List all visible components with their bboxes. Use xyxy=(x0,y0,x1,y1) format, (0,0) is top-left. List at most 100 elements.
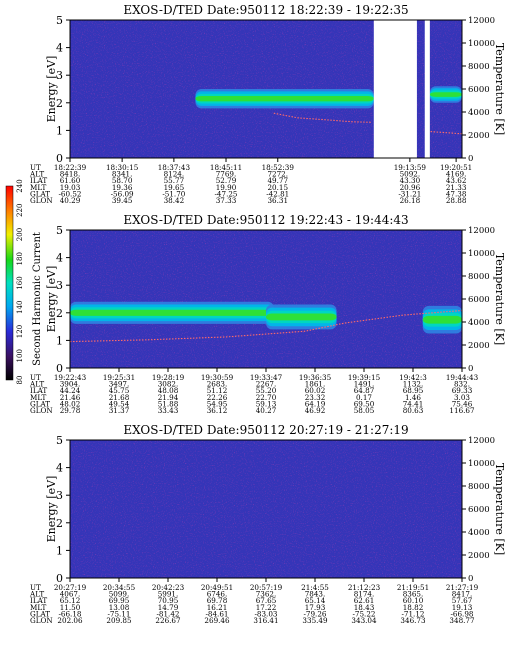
panel-1-ytick-right-label-6: 12000 xyxy=(468,16,495,26)
panel-2-cell-8-5: 116.67 xyxy=(449,406,475,415)
panel-3-ytick-label-5: 5 xyxy=(56,434,63,447)
panel-3-row-label-ut: UT xyxy=(30,583,41,592)
panel-2-ytick-right-label-4: 8000 xyxy=(468,272,490,282)
panel-2-ytick-label-3: 3 xyxy=(56,279,63,292)
panel-2-row-label-glat: GLAT xyxy=(30,399,50,408)
panel-2-cell-8-4: 75.46 xyxy=(452,399,473,408)
panel-2-temperature-trace xyxy=(69,309,463,343)
panel-3-cell-4-5: 316.41 xyxy=(253,616,278,625)
panel-1-cell-2-0: 18:37:43 xyxy=(158,163,191,172)
panel-1-title: EXOS-D/TED Date:950112 18:22:39 - 19:22:… xyxy=(123,3,408,17)
panel-3-cell-7-0: 21:19:51 xyxy=(397,583,429,592)
panel-1-cell-2-1: 8124. xyxy=(164,170,185,179)
panel-2-cell-6-3: 0.17 xyxy=(356,393,372,402)
panel-2-cell-4-5: 40.27 xyxy=(256,406,277,415)
panel-3-cell-2-1: 5991. xyxy=(158,590,179,599)
panel-3-ytick-label-4: 4 xyxy=(56,462,63,475)
panel-1-cell-0-2: 61.60 xyxy=(60,176,81,185)
panel-3-cell-7-2: 60.10 xyxy=(403,596,424,605)
panel-2-ytick-label-2: 2 xyxy=(56,307,63,320)
panel-2-ylabel: Energy [eV] xyxy=(45,266,58,333)
panel-1-cell-6-2: 43.62 xyxy=(446,176,467,185)
panel-2-ytick-label-4: 4 xyxy=(56,252,63,265)
panel-1-band-1-layer-4 xyxy=(195,95,374,102)
panel-2-cell-1-0: 19:25:31 xyxy=(103,373,135,382)
panel-2-cell-3-2: 51.12 xyxy=(207,386,228,395)
panel-2-cell-0-5: 29.78 xyxy=(60,406,81,415)
panel-1-cell-3-5: 37.33 xyxy=(216,196,237,205)
panel-2-ytick-right-label-5: 10000 xyxy=(468,249,495,259)
panel-1-cell-2-2: 55.77 xyxy=(164,176,185,185)
panel-2-cell-1-4: 49.54 xyxy=(109,399,130,408)
panel-2-title: EXOS-D/TED Date:950112 19:22:43 - 19:44:… xyxy=(123,213,408,227)
panel-3-cell-7-3: 18.82 xyxy=(403,603,424,612)
panel-3-cell-1-5: 209.85 xyxy=(106,616,132,625)
panel-3-ytick-right-label-1: 2000 xyxy=(468,551,490,561)
colorbar-tick-label-0: 80 xyxy=(16,376,24,385)
panel-3-row-label-mlt: MLT xyxy=(30,603,47,612)
panel-2-cell-6-4: 69.50 xyxy=(354,399,375,408)
panel-3-cell-3-2: 69.78 xyxy=(207,596,228,605)
panel-3-cell-2-3: 14.79 xyxy=(158,603,179,612)
panel-3-cell-4-2: 67.65 xyxy=(256,596,277,605)
panel-1-ytick-label-5: 5 xyxy=(56,14,63,27)
panel-2-cell-6-5: 58.05 xyxy=(354,406,375,415)
panel-1-cell-5-3: 20.96 xyxy=(400,183,421,192)
panel-1-cell-5-5: 26.18 xyxy=(400,196,421,205)
panel-1-cell-4-1: 7272. xyxy=(267,170,288,179)
panel-3-row-label-ilat: ILAT xyxy=(30,596,47,605)
panel-3-cell-8-3: 19.13 xyxy=(452,603,473,612)
panel-3-cell-1-3: 13.08 xyxy=(109,603,130,612)
panel-1-cell-5-2: 43.30 xyxy=(400,176,421,185)
panel-2-cell-8-3: 3.03 xyxy=(454,393,470,402)
panel-1-cell-1-1: 8341. xyxy=(112,170,133,179)
panel-2-cell-5-0: 19:36:35 xyxy=(299,373,332,382)
panel-2-cell-2-1: 3082. xyxy=(158,380,179,389)
panel-1-band-2-layer-4 xyxy=(429,92,462,97)
panel-3-cell-0-1: 4067. xyxy=(60,590,81,599)
panel-1-cell-0-1: 8418. xyxy=(60,170,81,179)
panel-1-ytick-right-label-2: 4000 xyxy=(468,108,490,118)
panel-2-cell-7-5: 80.63 xyxy=(403,406,424,415)
panel-3-cell-1-4: -75.11 xyxy=(107,609,130,618)
panel-3-ytick-right-label-5: 10000 xyxy=(468,459,495,469)
panel-1-ytick-right-label-3: 6000 xyxy=(468,85,490,95)
panel-1-cell-3-2: 52.79 xyxy=(216,176,237,185)
panel-3-ytick-right-label-3: 6000 xyxy=(468,505,490,515)
panel-1-cell-6-0: 19:20:51 xyxy=(440,163,472,172)
panel-2-cell-7-2: 68.95 xyxy=(403,386,424,395)
panel-1-cell-6-5: 28.88 xyxy=(446,196,467,205)
panel-2-cell-4-3: 22.70 xyxy=(256,393,277,402)
panel-2-cell-1-1: 3497. xyxy=(109,380,130,389)
panel-3-cell-5-3: 17.93 xyxy=(305,603,326,612)
panel-3-cell-5-0: 21:4:55 xyxy=(301,583,329,592)
panel-1-cell-2-3: 19.65 xyxy=(164,183,185,192)
colorbar-tick-label-2: 120 xyxy=(16,325,24,338)
panel-3-cell-8-4: -66.98 xyxy=(450,609,473,618)
panel-2-ytick-label-1: 1 xyxy=(56,334,63,347)
panel-3-cell-5-5: 335.49 xyxy=(302,616,328,625)
panel-1-row-label-ut: UT xyxy=(30,163,41,172)
panel-1-ytick-label-2: 2 xyxy=(56,97,63,110)
panel-1-ytick-label-4: 4 xyxy=(56,42,63,55)
panel-1-cell-3-4: -47.25 xyxy=(215,189,238,198)
panel-2-cell-6-1: 1491. xyxy=(354,380,375,389)
panel-3-cell-0-4: -66.18 xyxy=(58,609,81,618)
panel-2-cell-1-3: 21.68 xyxy=(109,393,130,402)
panel-3-cell-0-2: 65.12 xyxy=(60,596,81,605)
panel-1-ytick-right-label-0: 0 xyxy=(468,154,473,164)
panel-3-noise xyxy=(70,440,462,578)
panel-1-cell-5-1: 5092. xyxy=(400,170,421,179)
colorbar xyxy=(5,185,14,381)
panel-3-cell-3-3: 16.21 xyxy=(207,603,228,612)
panel-1-row-label-ilat: ILAT xyxy=(30,176,47,185)
panel-3-row-label-alt: ALT xyxy=(29,590,44,599)
panel-3-ytick-label-1: 1 xyxy=(56,544,63,557)
panel-3-cell-4-4: -83.03 xyxy=(254,609,277,618)
panel-3-ytick-right-label-6: 12000 xyxy=(468,436,495,446)
panel-3-row-label-glat: GLAT xyxy=(30,609,50,618)
panel-3-cell-3-1: 6746. xyxy=(207,590,228,599)
panel-1-ytick-label-0: 0 xyxy=(56,152,63,165)
panel-2-cell-2-4: 51.88 xyxy=(158,399,179,408)
